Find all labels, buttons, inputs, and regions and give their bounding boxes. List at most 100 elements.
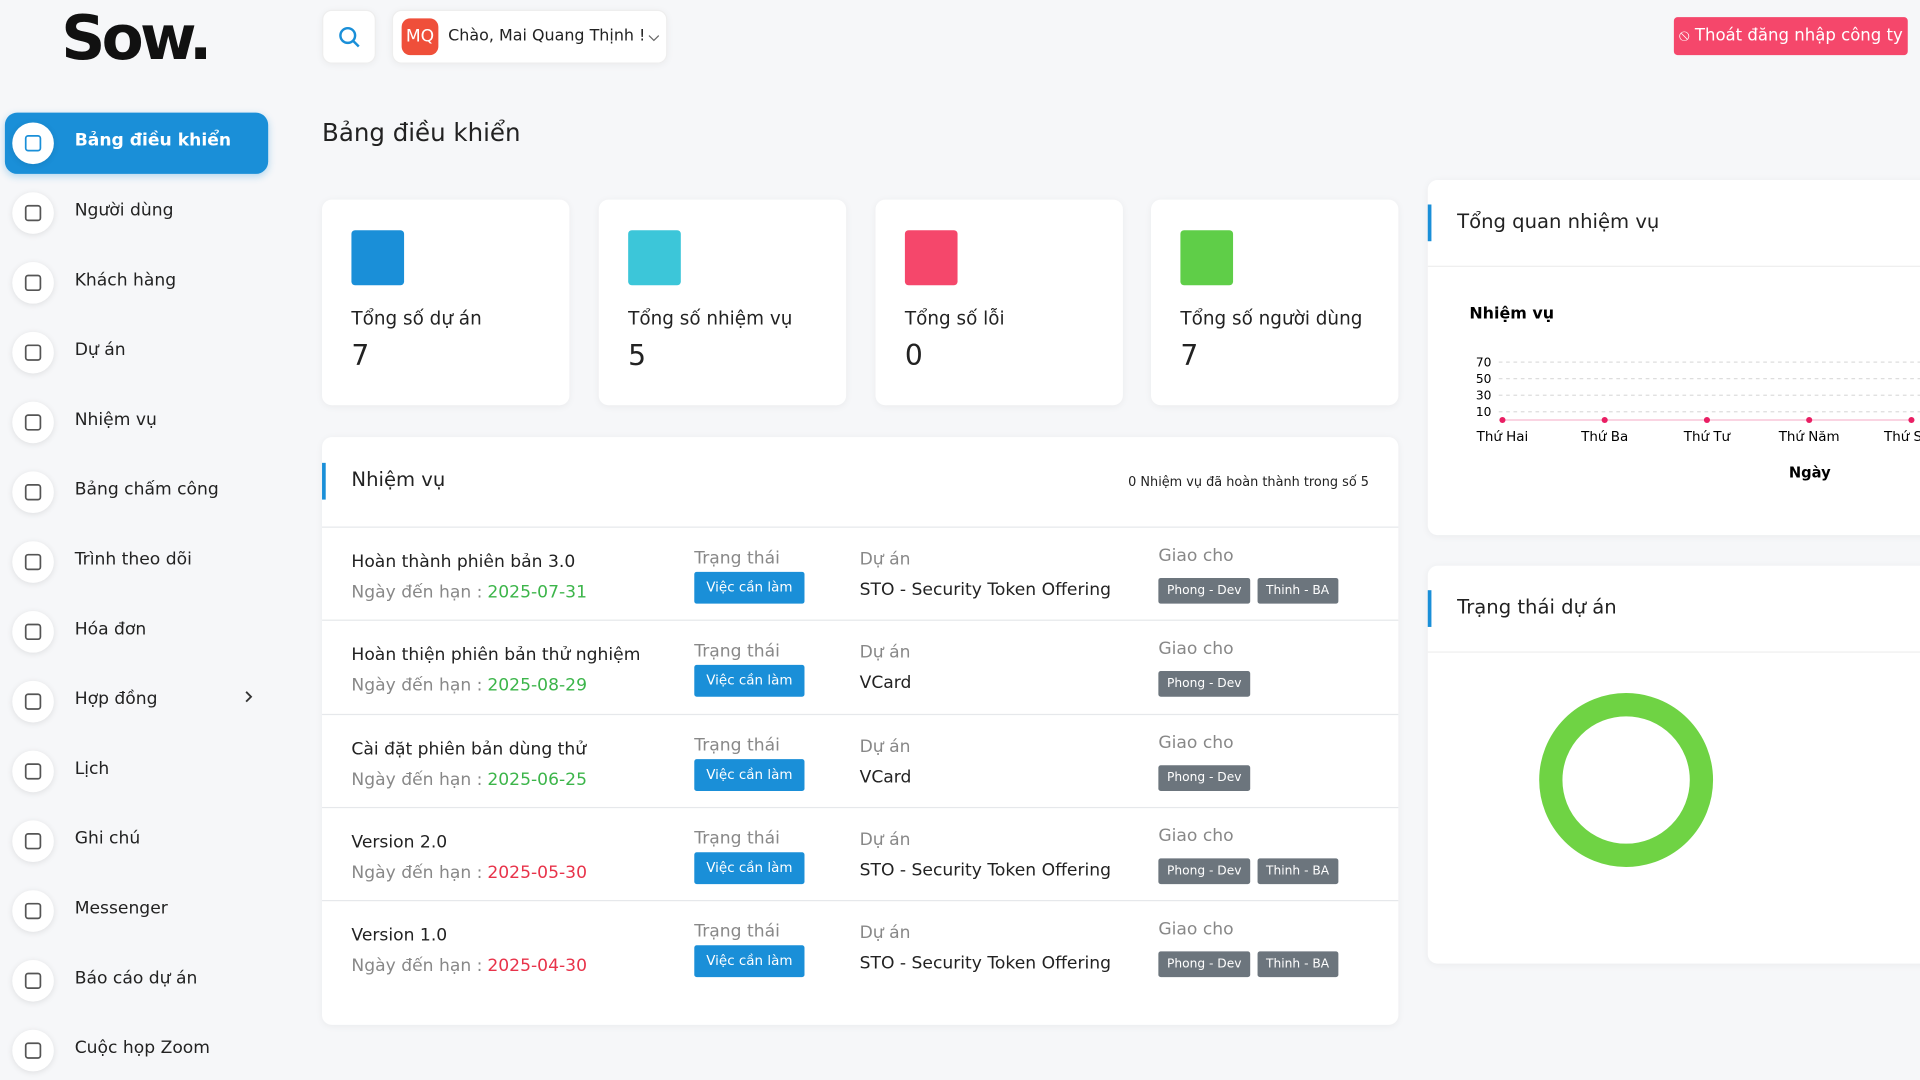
icon-glyph [24,1042,42,1059]
overview-panel: Tổng quan nhiệm vụ [1427,180,1920,536]
nav-icon [12,750,54,793]
stat-icon [351,230,405,286]
stat-card[interactable]: Tổng số nhiệm vụ 5 [598,199,847,406]
assignees: Phong - Dev [1158,762,1257,791]
project-name: STO - Security Token Offering [859,580,1112,601]
task-row[interactable]: Hoàn thành phiên bản 3.0 Ngày đến hạn :20… [322,526,1399,621]
task-row[interactable]: Version 2.0 Ngày đến hạn :2025-05-30 Trạng… [322,806,1399,901]
status-label: Trạng thái [694,922,780,942]
stat-label: Tổng số lỗi [904,307,1005,330]
nav-item[interactable]: Cuộc họp Zoom [5,1020,268,1080]
stat-icon [628,230,681,286]
nav-item[interactable]: Messenger [5,880,268,941]
nav-item[interactable]: Nhiệm vụ [5,392,268,453]
project-name: VCard [859,673,912,694]
nav-label: Lịch [74,759,110,779]
accent-bar [322,462,326,500]
nav-item[interactable]: Bảng điều khiển [4,112,269,174]
nav-item[interactable]: Hóa đơn [5,601,268,662]
task-row[interactable]: Version 1.0 Ngày đến hạn :2025-04-30 Trạng… [322,900,1399,994]
y-tick-label: 10 [1476,405,1492,419]
stat-card[interactable]: Tổng số người dùng 7 [1151,199,1399,406]
nav-icon [12,541,54,583]
icon-glyph [24,693,42,710]
nav-item[interactable]: Lịch [5,741,268,802]
nav-item[interactable]: Khách hàng [5,252,268,313]
search-button[interactable] [322,9,376,64]
icon-glyph [24,623,42,641]
x-tick-label: Thứ Ba [1580,429,1628,445]
stat-card[interactable]: Tổng số dự án 7 [322,199,570,406]
status-badge[interactable]: Việc cần làm [694,852,805,884]
due-date: 2025-04-30 [487,956,587,977]
assignees: Phong - Dev Thinh - BA [1158,576,1345,604]
icon-glyph [24,553,42,571]
due-label: Ngày đến hạn : [351,676,483,696]
assignee-chip: Phong - Dev [1158,577,1251,604]
assignee-chip: Thinh - BA [1257,858,1338,884]
icon-glyph [24,484,42,501]
status-badge[interactable]: Việc cần làm [694,758,805,791]
status-badge[interactable]: Việc cần làm [694,665,805,698]
task-row[interactable]: Cài đặt phiên bản dùng thử Ngày đến hạn :… [322,713,1399,807]
chart-title: Nhiệm vụ [1469,303,1554,322]
icon-glyph [24,344,42,361]
due-date: 2025-05-30 [487,863,587,883]
status-label: Trạng thái [694,735,780,756]
project-label: Dự án [859,736,911,757]
nav-item[interactable]: Báo cáo dự án [5,950,268,1011]
assignee-label: Giao cho [1158,826,1234,846]
stat-label: Tổng số người dùng [1180,307,1363,330]
due-label: Ngày đến hạn : [351,582,483,603]
task-name: Version 2.0 [351,832,448,853]
icon-glyph [24,274,42,292]
y-tick-label: 30 [1476,388,1492,402]
nav-label: Bảng chấm công [74,480,219,500]
assignee-chip: Phong - Dev [1158,951,1251,978]
assignee-label: Giao cho [1158,732,1234,753]
nav-icon [12,820,54,863]
assignee-chip: Phong - Dev [1158,671,1251,698]
due-line: Ngày đến hạn :2025-08-29 [351,676,587,696]
nav-item[interactable]: Trình theo dõi [5,531,268,592]
nav-icon [12,1029,54,1072]
nav-item[interactable]: Dự án [5,322,268,383]
assignee-chip: Phong - Dev [1158,858,1251,884]
logout-button[interactable]: ⦸ Thoát đăng nhập công ty [1673,17,1908,56]
nav-label: Hợp đồng [74,689,158,709]
nav-item[interactable]: Người dùng [5,182,268,243]
icon-glyph [24,763,42,780]
assignee-label: Giao cho [1158,919,1234,940]
point [1806,416,1813,424]
task-name: Version 1.0 [351,925,448,946]
assignees: Phong - Dev [1158,669,1257,698]
nav-label: Ghi chú [74,828,141,849]
project-label: Dự án [859,643,911,663]
due-line: Ngày đến hạn :2025-05-30 [351,863,587,883]
due-label: Ngày đến hạn : [351,956,483,977]
user-menu[interactable]: MQ Chào, Mai Quang Thịnh ! [391,9,668,64]
x-tick-label: Thứ Năm [1778,429,1840,445]
point [1601,416,1608,424]
greeting: Chào, Mai Quang Thịnh ! [448,26,646,46]
status-badge[interactable]: Việc cần làm [694,945,805,978]
task-row[interactable]: Hoàn thiện phiên bản thử nghiệm Ngày đến … [322,619,1399,714]
nav-item[interactable]: Ghi chú [5,811,268,872]
nav-item[interactable]: Bảng chấm công [5,462,268,523]
due-date: 2025-08-29 [487,676,587,696]
status-badge[interactable]: Việc cần làm [694,571,805,604]
nav-icon [12,192,54,234]
assignee-label: Giao cho [1158,639,1234,660]
stat-card[interactable]: Tổng số lỗi 0 [875,199,1123,406]
assignees: Phong - Dev Thinh - BA [1158,856,1345,884]
brand-logo[interactable]: Sow. [61,2,212,74]
nav-icon [12,331,54,374]
icon-glyph [24,972,42,990]
nav-item[interactable]: Hợp đồng [5,671,268,732]
assignee-chip: Thinh - BA [1257,577,1338,604]
project-label: Dự án [859,830,911,850]
accent-bar [1427,590,1432,627]
project-name: VCard [859,767,912,787]
